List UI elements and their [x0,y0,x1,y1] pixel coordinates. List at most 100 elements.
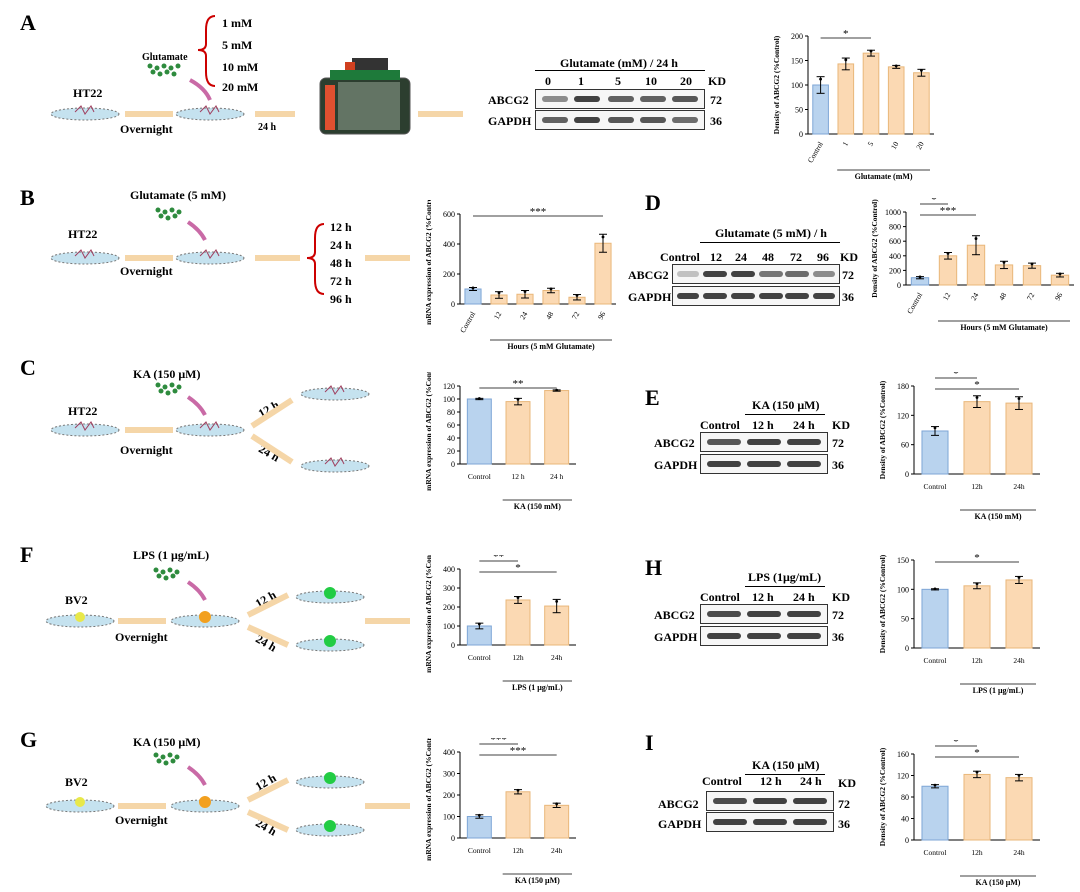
kd-value: 72 [832,608,844,622]
pipette-icon [189,78,212,101]
concentration-label: 5 mM [222,38,253,52]
concentration-label: 1 mM [222,16,253,30]
time-label: 12 h [330,220,352,234]
treatment-label: KA (150 μM) [133,735,201,749]
data-point [975,396,979,399]
arrow-bar [125,427,173,433]
x-tick-label: Control [468,472,491,481]
data-point [1030,262,1034,266]
y-tick-label: 60 [447,421,455,430]
x-tick-label: Control [468,846,491,855]
bar [921,430,949,475]
kd-value: 72 [842,268,854,282]
y-tick-label: 50 [795,106,803,115]
x-tick-label: 12h [971,656,983,665]
data-point [471,286,475,290]
cell-line-label: HT22 [68,404,98,418]
y-tick-label: 100 [443,813,455,822]
x-tick-label: 24h [1013,848,1025,857]
lane-label: 5 [615,74,621,88]
drug-particles-icon [147,63,181,77]
kd-value: 72 [832,436,844,450]
blot-membrane [672,286,840,306]
y-axis-title: mRNA expression of ABCG2 (%Control) [424,372,433,491]
x-tick-label: 72 [570,310,582,321]
arrow-bar [246,592,290,618]
lane-label: 12 h [752,418,774,432]
overnight-label: Overnight [120,264,173,278]
x-tick-label: 24 [518,310,530,321]
x-tick-label: 24 [969,291,981,302]
bar-chart-a: Density of ABCG2 (%Control) 0 50 100 150 200 C… [772,28,934,181]
lane-label: 10 [645,74,657,88]
bar [505,401,531,465]
x-tick-label: 10 [889,140,901,151]
lane-label: 24 h [800,774,822,788]
x-tick-label: 12h [512,653,524,662]
lane-label: 24 h [793,590,815,604]
y-tick-label: 0 [905,836,909,845]
y-axis-title: Density of ABCG2 (%Control) [878,380,887,479]
protein-label: ABCG2 [658,797,699,811]
protein-label: GAPDH [654,630,698,644]
data-point [974,237,978,240]
significance-label: * [974,747,980,759]
arrow-bar [125,111,173,117]
time-label: 72 h [330,274,352,288]
x-axis-title: LPS (1 μg/mL) [973,686,1024,695]
culture-dish-icon [175,105,245,121]
arrow-bar [246,624,290,648]
treatment-label: KA (150 μM) [133,367,201,381]
y-axis-title: Density of ABCG2 (%Control) [870,199,879,298]
culture-dish-icon [175,421,245,437]
significance-label: * [843,28,849,40]
y-tick-label: 300 [443,584,455,593]
blot-header: LPS (1μg/mL) [748,570,822,584]
x-tick-label: 48 [544,310,556,321]
culture-dish-icon [295,635,365,652]
protein-label: ABCG2 [654,608,695,622]
x-tick-label: 96 [596,310,608,321]
culture-dish-icon [170,611,240,628]
kd-value: 36 [838,817,850,831]
protein-label: GAPDH [658,817,702,831]
data-point [516,596,520,599]
arrow-bar [365,803,410,809]
data-point [1017,773,1021,777]
y-tick-label: 0 [451,641,455,650]
overnight-label: Overnight [115,813,168,827]
bar [505,791,531,839]
kd-value: 36 [842,290,854,304]
time-label: 96 h [330,292,352,306]
y-tick-label: 120 [897,772,909,781]
data-point [1002,260,1006,264]
panel-f-schematic [45,567,410,652]
bar-chart-e: Density of ABCG2 (%Control) 0 60 120 180 Cont… [878,372,1040,521]
y-tick-label: 40 [447,434,455,443]
arrow-bar [246,777,290,803]
y-axis-title: mRNA expression of ABCG2 (%Control) [424,738,433,861]
blot-membrane [535,89,705,109]
header-underline [745,414,825,415]
culture-dish-icon [50,105,120,121]
kd-value: 72 [710,93,722,107]
data-point [918,275,922,279]
overnight-label: Overnight [120,443,173,457]
x-tick-label: Control [924,656,947,665]
data-point [975,582,979,586]
concentration-label: 10 mM [222,60,259,74]
arrow-bar [255,111,295,117]
bar [913,72,930,135]
data-point [933,426,937,430]
blot-header: KA (150 μM) [752,758,820,772]
drug-particles-icon [155,382,182,396]
cell-line-label: BV2 [65,593,88,607]
x-tick-label: Control [924,848,947,857]
x-tick-label: 12h [971,482,983,491]
lane-label: Control [700,418,740,432]
data-point [555,599,559,603]
bar [505,599,531,646]
data-point [516,788,520,792]
data-point [549,287,553,291]
x-tick-label: 96 [1053,291,1065,302]
